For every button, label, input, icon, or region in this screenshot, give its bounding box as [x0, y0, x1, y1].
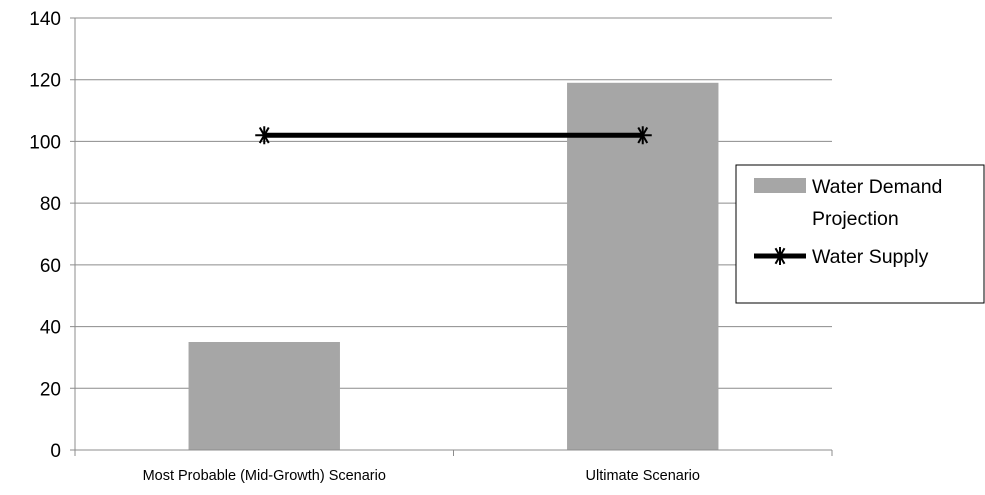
legend-swatch-water-demand: [754, 178, 806, 193]
axes: [70, 18, 833, 456]
legend-swatch-water-supply-marker: [771, 247, 789, 265]
bar-water-demand: [188, 342, 340, 450]
legend-label-water-demand-line2: Projection: [812, 208, 899, 230]
gridlines: [70, 17, 832, 389]
x-tick-label: Most Probable (Mid-Growth) Scenario: [143, 468, 386, 484]
y-tick-label: 80: [40, 194, 61, 215]
legend: Water Demand Projection Water Supply: [735, 164, 985, 304]
y-tick-label: 20: [40, 379, 61, 400]
y-tick-label: 0: [50, 441, 61, 462]
y-tick-labels: 0 20 40 60 80 100 120 140: [29, 9, 61, 462]
y-tick-label: 140: [29, 9, 61, 30]
water-supply-point: [633, 126, 652, 145]
y-tick-label: 60: [40, 256, 61, 277]
y-tick-label: 40: [40, 318, 61, 339]
water-supply-series: [255, 126, 652, 145]
bars: [188, 82, 719, 451]
legend-label-water-supply: Water Supply: [812, 246, 929, 268]
x-tick-labels: Most Probable (Mid-Growth) Scenario Ultim…: [143, 468, 700, 484]
y-tick-label: 100: [29, 132, 61, 153]
water-supply-point: [255, 126, 274, 145]
y-tick-label: 120: [29, 71, 61, 92]
x-tick-label: Ultimate Scenario: [586, 468, 700, 484]
legend-label-water-demand-line1: Water Demand: [812, 176, 942, 198]
legend-star-marker: [771, 247, 789, 265]
